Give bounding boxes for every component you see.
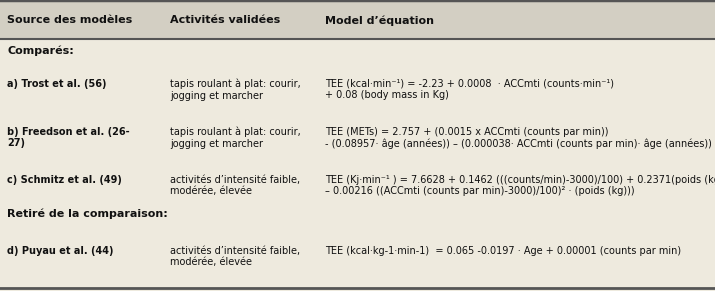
Text: c) Schmitz et al. (49): c) Schmitz et al. (49) (7, 175, 122, 184)
Text: Activités validées: Activités validées (170, 15, 280, 25)
Text: TEE (kcal·min⁻¹) = -2.23 + 0.0008  · ACCmti (counts·min⁻¹)
+ 0.08 (body mass in : TEE (kcal·min⁻¹) = -2.23 + 0.0008 · ACCm… (325, 79, 614, 100)
Text: activités d’intensité faible,
modérée, élevée: activités d’intensité faible, modérée, é… (170, 175, 300, 196)
Text: tapis roulant à plat: courir,
jogging et marcher: tapis roulant à plat: courir, jogging et… (170, 79, 301, 101)
Text: b) Freedson et al. (26-
27): b) Freedson et al. (26- 27) (7, 127, 130, 148)
Text: TEE (METs) = 2.757 + (0.0015 x ACCmti (counts par min))
- (0.08957· âge (années): TEE (METs) = 2.757 + (0.0015 x ACCmti (c… (325, 127, 712, 149)
Text: tapis roulant à plat: courir,
jogging et marcher: tapis roulant à plat: courir, jogging et… (170, 127, 301, 149)
Text: TEE (kcal·kg-1·min-1)  = 0.065 -0.0197 · Age + 0.00001 (counts par min): TEE (kcal·kg-1·min-1) = 0.065 -0.0197 · … (325, 246, 681, 256)
Bar (0, 0, 715, 39)
Text: a) Trost et al. (56): a) Trost et al. (56) (7, 79, 107, 88)
Text: Comparés:: Comparés: (7, 45, 74, 56)
Text: Model d’équation: Model d’équation (325, 15, 434, 26)
Text: d) Puyau et al. (44): d) Puyau et al. (44) (7, 246, 114, 256)
Text: Retiré de la comparaison:: Retiré de la comparaison: (7, 208, 168, 219)
Text: Source des modèles: Source des modèles (7, 15, 132, 25)
Text: activités d’intensité faible,
modérée, élevée: activités d’intensité faible, modérée, é… (170, 246, 300, 267)
Text: TEE (Kj·min⁻¹ ) = 7.6628 + 0.1462 (((counts/min)-3000)/100) + 0.2371(poids (kg)): TEE (Kj·min⁻¹ ) = 7.6628 + 0.1462 (((cou… (325, 175, 715, 196)
